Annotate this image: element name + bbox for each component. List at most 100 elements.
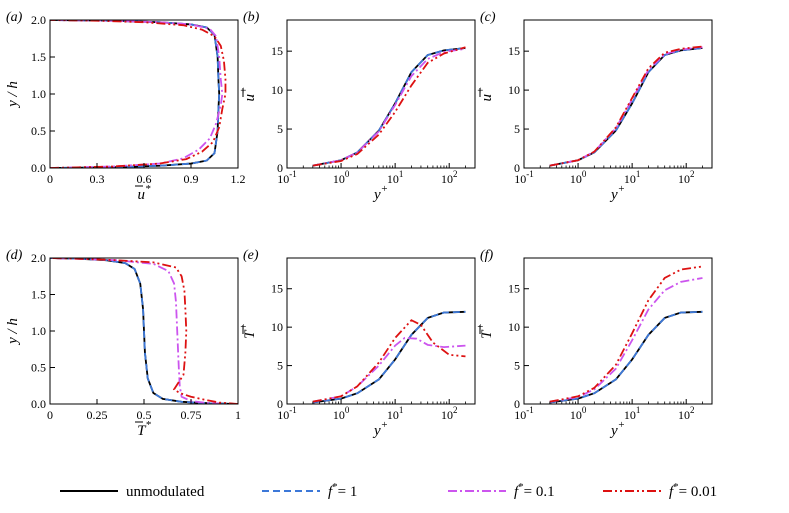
- series-line: [549, 310, 703, 404]
- x-tick-label: 10-1: [514, 169, 534, 186]
- panel-d: 0 0.25 0.5 0.75 1 0.0 0.5 1.0 1.5 2.0 (d) T* y / h: [5, 248, 241, 439]
- series-line: [50, 20, 227, 168]
- series-line: [549, 265, 703, 403]
- x-tick-label: 0.5: [137, 408, 152, 422]
- series-line: [549, 47, 703, 167]
- y-axis-label: T+: [238, 323, 258, 339]
- plot-frame: [286, 19, 476, 169]
- x-axis-label: y+: [372, 183, 388, 203]
- x-tick-label: 0.6: [137, 172, 152, 186]
- series-line: [312, 310, 466, 404]
- y-tick-label: 15: [271, 282, 283, 296]
- panel-label: (b): [243, 10, 260, 25]
- x-tick-label: 1: [235, 408, 241, 422]
- series-line: [549, 277, 703, 403]
- x-tick-label: 102: [441, 405, 458, 422]
- y-tick-label: 1.5: [31, 50, 46, 64]
- series-line: [50, 258, 238, 404]
- x-tick-label: 100: [333, 169, 350, 186]
- panel-c: 10-1 100 101 102 0 5 10 15 (c) y+ u+: [475, 10, 713, 203]
- y-tick-label: 15: [508, 282, 520, 296]
- x-tick-label: 101: [624, 405, 641, 422]
- plot-frame: [523, 19, 713, 169]
- y-tick-label: 1.5: [31, 288, 46, 302]
- series-line: [50, 20, 221, 168]
- x-tick-label: 0.9: [184, 172, 199, 186]
- y-tick-label: 15: [271, 44, 283, 58]
- series-line: [312, 47, 466, 167]
- x-tick-label: 0: [47, 172, 53, 186]
- y-tick-label: 0: [514, 161, 520, 175]
- series-line: [312, 336, 466, 403]
- y-tick-label: 0: [277, 397, 283, 411]
- x-tick-label: 102: [441, 169, 458, 186]
- y-tick-label: 0.0: [31, 397, 46, 411]
- series-line: [312, 319, 466, 403]
- panel-a: 0 0.3 0.6 0.9 1.2 0.0 0.5 1.0 1.5 2.0 (a) u* y / h: [5, 10, 246, 203]
- y-tick-label: 5: [514, 359, 520, 373]
- series-line: [50, 20, 221, 168]
- y-tick-label: 1.0: [31, 87, 46, 101]
- x-tick-label: 1.2: [231, 172, 246, 186]
- y-axis-label: T+: [475, 323, 495, 339]
- y-tick-label: 1.0: [31, 324, 46, 338]
- x-tick-label: 0.3: [90, 172, 105, 186]
- y-tick-label: 5: [277, 359, 283, 373]
- legend-label-3: f*= 0.1: [514, 481, 555, 500]
- y-axis-label: u+: [238, 87, 258, 102]
- panel-label: (a): [6, 10, 23, 25]
- x-tick-label: 101: [387, 405, 404, 422]
- x-tick-label: 10-1: [277, 169, 297, 186]
- series-line: [549, 45, 703, 167]
- panel-e: 10-1 100 101 102 0 5 10 15 (e) y+ T+: [238, 248, 476, 439]
- x-tick-label: 102: [678, 405, 695, 422]
- y-axis-label: u+: [475, 87, 495, 102]
- y-tick-label: 2.0: [31, 13, 46, 27]
- y-tick-label: 5: [277, 122, 283, 136]
- series-line: [549, 47, 703, 167]
- legend-label-1: unmodulated: [126, 484, 205, 500]
- series-line: [312, 47, 466, 167]
- x-tick-label: 100: [570, 169, 587, 186]
- y-tick-label: 10: [271, 83, 283, 97]
- y-tick-label: 15: [508, 44, 520, 58]
- y-tick-label: 10: [271, 320, 283, 334]
- legend-label-2: f*= 1: [328, 481, 357, 500]
- y-tick-label: 10: [508, 320, 520, 334]
- plot-frame: [523, 257, 713, 405]
- x-axis-label: y+: [609, 419, 625, 439]
- x-tick-label: 0.25: [87, 408, 108, 422]
- series-line: [312, 47, 466, 167]
- plot-frame: [286, 257, 476, 405]
- y-tick-label: 2.0: [31, 251, 46, 265]
- y-tick-label: 5: [514, 122, 520, 136]
- series-line: [50, 20, 224, 168]
- series-line: [50, 258, 238, 404]
- x-axis-label: T*: [137, 419, 151, 439]
- panel-label: (d): [6, 248, 23, 263]
- panel-b: 10-1 100 101 102 0 5 10 15 (b) y+ u+: [238, 10, 476, 203]
- panel-label: (f): [480, 248, 494, 263]
- plot-frame: [49, 19, 239, 169]
- y-tick-label: 0.0: [31, 161, 46, 175]
- series-line: [312, 310, 466, 404]
- x-tick-label: 0: [47, 408, 53, 422]
- x-tick-label: 10-1: [277, 405, 297, 422]
- x-tick-label: 102: [678, 169, 695, 186]
- y-tick-label: 0: [514, 397, 520, 411]
- panel-f: 10-1 100 101 102 0 5 10 15 (f) y+ T+: [475, 248, 713, 439]
- y-tick-label: 0.5: [31, 361, 46, 375]
- panel-label: (e): [243, 248, 259, 263]
- x-tick-label: 100: [333, 405, 350, 422]
- y-axis-label: y / h: [5, 81, 21, 109]
- series-line: [50, 258, 238, 404]
- x-axis-label: y+: [609, 183, 625, 203]
- x-axis-label: y+: [372, 419, 388, 439]
- legend-label-4: f*= 0.01: [669, 481, 717, 500]
- x-tick-label: 0.75: [181, 408, 202, 422]
- x-tick-label: 101: [387, 169, 404, 186]
- x-tick-label: 101: [624, 169, 641, 186]
- y-axis-label: y / h: [5, 318, 21, 346]
- x-tick-label: 100: [570, 405, 587, 422]
